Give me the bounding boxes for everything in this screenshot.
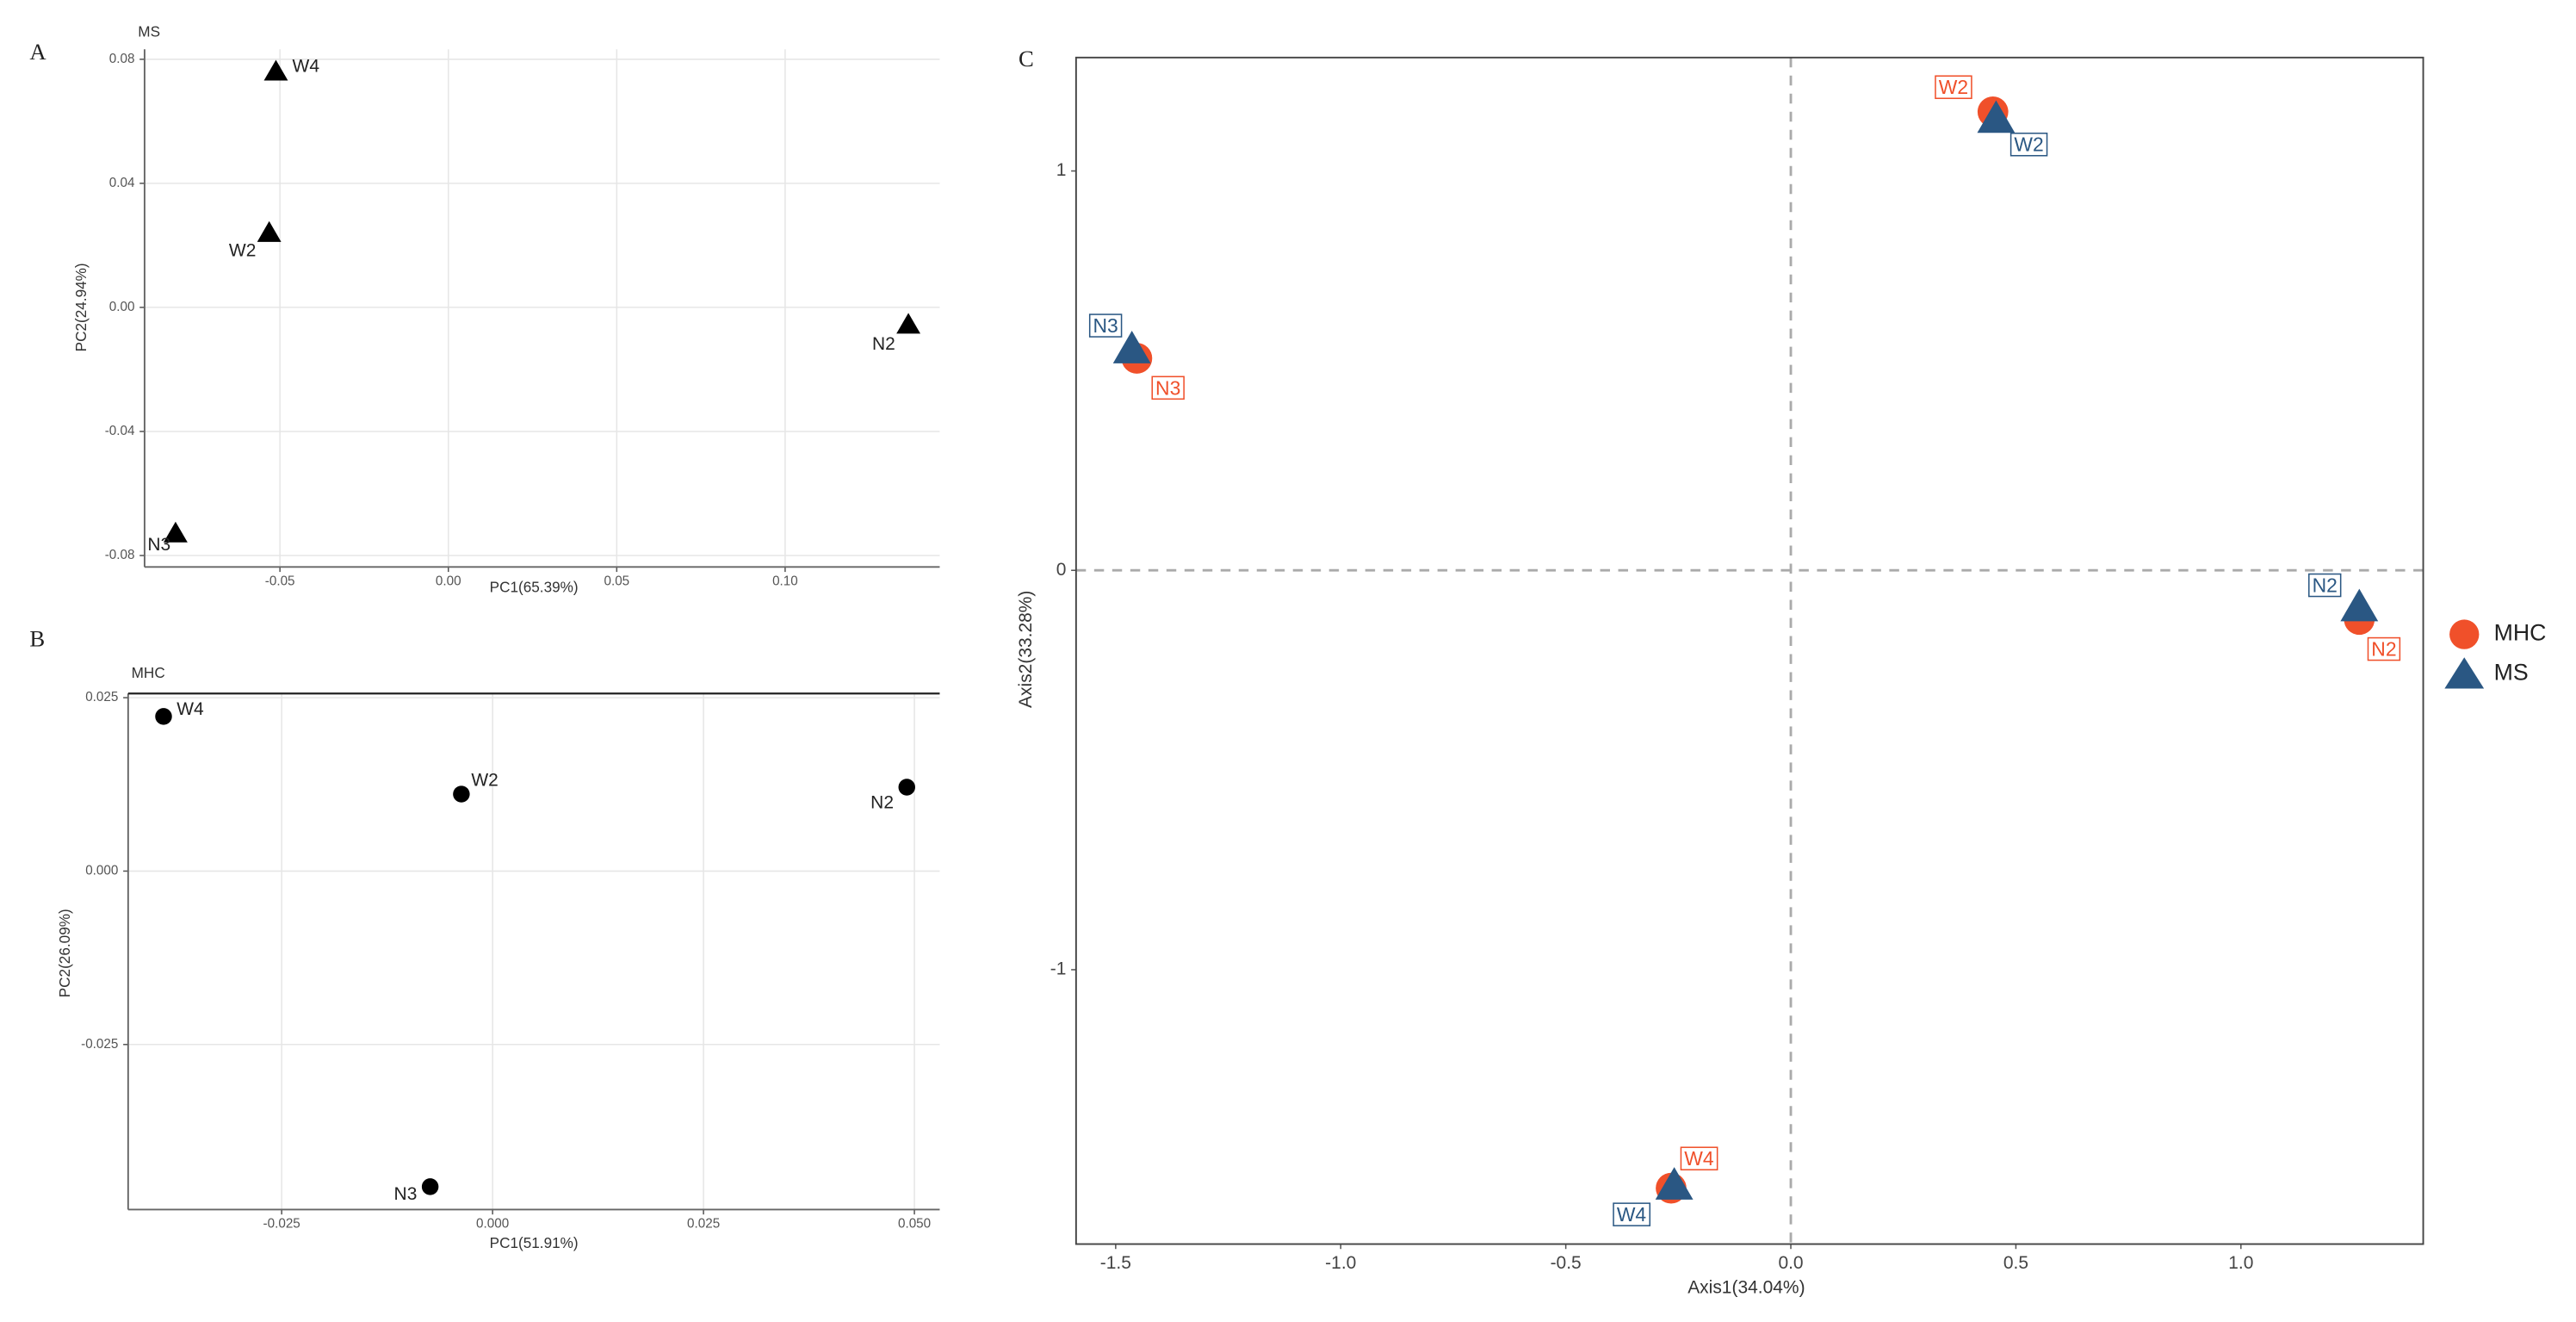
label-box <box>2009 132 2048 157</box>
x-axis-title: PC1(51.91%) <box>490 1234 579 1251</box>
point-label: N3 <box>1093 314 1118 337</box>
y-axis-title: PC2(26.09%) <box>56 909 73 997</box>
x-tick-label: -1.0 <box>1325 1253 1356 1273</box>
x-tick-label: 1.0 <box>2228 1253 2253 1273</box>
y-axis-title: Axis2(33.28%) <box>1016 591 1036 708</box>
point-label: N3 <box>1155 376 1180 399</box>
y-tick-label: 1 <box>1056 160 1067 180</box>
point-label: W4 <box>1617 1203 1647 1226</box>
point <box>421 1178 439 1195</box>
point-label: N2 <box>870 793 894 813</box>
point-label: N2 <box>2371 638 2396 661</box>
x-tick-label: 0.00 <box>436 574 461 589</box>
x-tick-label: 0.000 <box>476 1217 509 1232</box>
point-label: N3 <box>147 535 170 555</box>
point <box>2340 588 2379 622</box>
legend-marker <box>2449 619 2480 649</box>
panel-label: B <box>29 625 45 651</box>
point-label: W4 <box>176 699 204 719</box>
x-tick-label: 0.0 <box>1778 1253 1803 1273</box>
legend-label: MS <box>2494 659 2529 685</box>
x-tick-label: -0.5 <box>1551 1253 1582 1273</box>
point-label: N3 <box>394 1184 418 1204</box>
y-tick-label: 0.025 <box>85 690 118 704</box>
x-tick-label: 0.025 <box>687 1217 720 1232</box>
legend-label: MHC <box>2494 620 2547 646</box>
point <box>453 785 470 803</box>
point <box>1112 331 1151 363</box>
point-label: W2 <box>2014 133 2043 156</box>
label-box <box>1151 375 1185 400</box>
y-tick-label: 0.000 <box>85 863 118 878</box>
y-tick-label: -0.08 <box>105 548 135 562</box>
point <box>1655 1167 1694 1200</box>
label-box <box>2367 636 2401 661</box>
panel-title: MS <box>138 23 160 40</box>
panel-title: MHC <box>132 664 165 681</box>
point <box>1977 100 2016 133</box>
x-tick-label: -0.025 <box>263 1217 300 1232</box>
x-tick-label: 0.10 <box>772 574 798 589</box>
x-tick-label: 0.5 <box>2003 1253 2028 1273</box>
legend-marker <box>2444 657 2485 689</box>
point <box>263 59 288 81</box>
label-box <box>1613 1202 1651 1226</box>
point-label: N2 <box>2313 574 2338 597</box>
point <box>257 220 282 242</box>
y-tick-label: -0.025 <box>81 1037 118 1052</box>
point-label: W4 <box>293 57 320 77</box>
y-tick-label: 0.04 <box>109 176 135 190</box>
point <box>896 313 921 334</box>
point-label: N2 <box>872 334 895 354</box>
point <box>898 779 915 796</box>
panel-label: C <box>1019 46 1034 71</box>
point <box>155 708 172 725</box>
label-box <box>2308 573 2342 598</box>
x-axis-title: Axis1(34.04%) <box>1687 1278 1805 1298</box>
point-label: W2 <box>1939 76 1968 98</box>
x-axis-title: PC1(65.39%) <box>490 579 579 596</box>
point-label: W2 <box>229 241 256 261</box>
x-tick-label: -1.5 <box>1100 1253 1131 1273</box>
y-tick-label: 0.08 <box>109 52 135 66</box>
y-tick-label: -1 <box>1050 959 1067 978</box>
plot-frame <box>1074 56 2424 1245</box>
x-tick-label: 0.05 <box>604 574 629 589</box>
y-tick-label: 0 <box>1056 560 1067 580</box>
label-box <box>1680 1146 1718 1170</box>
label-box <box>1088 313 1123 338</box>
point <box>163 521 188 543</box>
point-label: W2 <box>471 770 498 790</box>
x-tick-label: -0.05 <box>265 574 295 589</box>
y-tick-label: -0.04 <box>105 424 135 438</box>
label-box <box>1935 75 1972 99</box>
x-tick-label: 0.050 <box>898 1217 931 1232</box>
point-label: W4 <box>1684 1147 1714 1170</box>
y-axis-title: PC2(24.94%) <box>72 263 90 351</box>
y-tick-label: 0.00 <box>109 300 135 314</box>
panel-label: A <box>29 39 46 65</box>
